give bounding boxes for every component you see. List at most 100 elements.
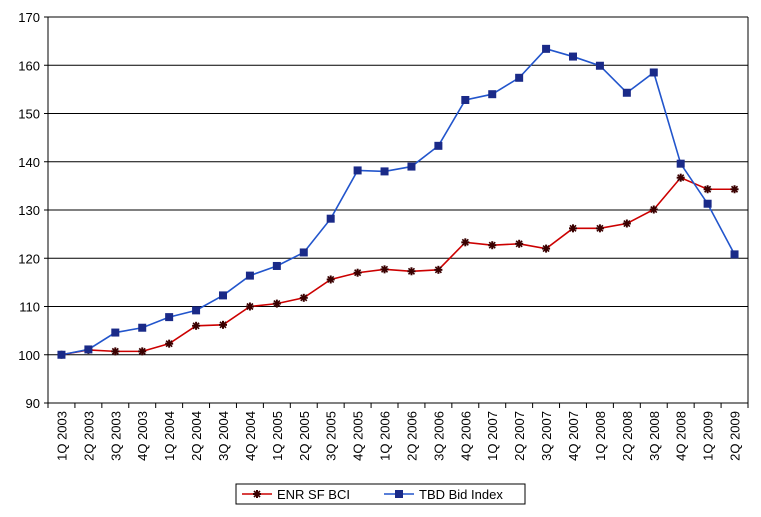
x-tick-label: 1Q 2008 bbox=[593, 411, 608, 461]
legend-marker-tbd-bid-index bbox=[395, 490, 403, 498]
y-tick-label: 140 bbox=[18, 155, 40, 170]
marker-stroke bbox=[380, 265, 389, 273]
marker-stroke bbox=[461, 238, 469, 246]
legend-label-tbd-bid-index: TBD Bid Index bbox=[419, 487, 503, 502]
data-point-enr-sf-bci bbox=[219, 320, 227, 329]
data-point-enr-sf-bci bbox=[272, 299, 281, 308]
data-point-enr-sf-bci bbox=[434, 265, 443, 274]
data-point-tbd-bid-index bbox=[245, 271, 254, 280]
marker-stroke bbox=[730, 185, 739, 193]
x-tick-label: 3Q 2004 bbox=[216, 411, 231, 461]
data-point-enr-sf-bci bbox=[192, 321, 201, 330]
data-point-enr-sf-bci bbox=[595, 224, 604, 233]
y-tick-label: 170 bbox=[18, 10, 40, 25]
x-tick-label: 4Q 2007 bbox=[566, 411, 581, 461]
data-point-enr-sf-bci bbox=[461, 238, 470, 247]
data-point-tbd-bid-index bbox=[461, 95, 470, 104]
marker-stroke bbox=[273, 300, 281, 308]
y-tick-label: 160 bbox=[18, 58, 40, 73]
legend-box bbox=[235, 483, 526, 505]
data-point-enr-sf-bci bbox=[245, 302, 254, 311]
y-tick-label: 150 bbox=[18, 107, 40, 122]
series-markers bbox=[57, 44, 739, 359]
x-tick-label: 4Q 2004 bbox=[243, 411, 258, 461]
x-tick-label: 4Q 2005 bbox=[351, 411, 366, 461]
marker-stroke bbox=[253, 490, 261, 498]
data-point-enr-sf-bci bbox=[569, 224, 577, 233]
data-point-enr-sf-bci bbox=[165, 339, 174, 348]
series-line-enr-sf-bci bbox=[61, 176, 735, 356]
marker-stroke bbox=[246, 302, 254, 311]
marker-stroke bbox=[569, 224, 577, 232]
data-point-enr-sf-bci bbox=[407, 267, 416, 276]
marker-stroke bbox=[327, 275, 335, 284]
marker-stroke bbox=[623, 219, 631, 228]
marker-stroke bbox=[219, 321, 227, 329]
x-tick-label: 3Q 2005 bbox=[324, 411, 339, 461]
data-point-tbd-bid-index bbox=[111, 328, 120, 337]
marker-stroke bbox=[300, 294, 308, 302]
x-axis-ticks: 1Q 2003 2Q 2003 3Q 2003 4Q 2003 1Q 2004 2Q 20… bbox=[47, 403, 749, 461]
data-point-tbd-bid-index bbox=[622, 88, 631, 97]
x-tick-label: 2Q 2005 bbox=[297, 411, 312, 461]
x-tick-label: 2Q 2003 bbox=[81, 411, 96, 461]
y-tick-label: 90 bbox=[26, 396, 40, 411]
x-tick-label: 2Q 2009 bbox=[728, 411, 743, 461]
x-tick-label: 3Q 2006 bbox=[431, 411, 446, 461]
data-point-enr-sf-bci bbox=[730, 185, 739, 194]
data-point-enr-sf-bci bbox=[353, 268, 362, 277]
data-point-tbd-bid-index bbox=[676, 159, 685, 168]
data-point-tbd-bid-index bbox=[649, 68, 658, 77]
marker-stroke bbox=[434, 266, 442, 274]
marker-stroke bbox=[596, 224, 604, 232]
marker-stroke bbox=[354, 269, 362, 277]
data-point-enr-sf-bci bbox=[676, 173, 685, 182]
marker-stroke bbox=[111, 347, 119, 355]
x-tick-label: 2Q 2007 bbox=[512, 411, 527, 461]
marker-stroke bbox=[192, 322, 200, 330]
data-point-enr-sf-bci bbox=[326, 275, 335, 284]
x-tick-label: 1Q 2009 bbox=[701, 411, 716, 461]
data-point-tbd-bid-index bbox=[569, 52, 577, 61]
y-tick-label: 120 bbox=[18, 251, 40, 266]
data-point-enr-sf-bci bbox=[111, 347, 120, 356]
data-point-enr-sf-bci bbox=[649, 205, 658, 214]
data-point-tbd-bid-index bbox=[272, 261, 281, 270]
x-tick-label: 3Q 2008 bbox=[647, 411, 662, 461]
x-tick-label: 2Q 2006 bbox=[404, 411, 419, 461]
data-point-tbd-bid-index bbox=[84, 345, 93, 354]
data-point-tbd-bid-index bbox=[595, 61, 604, 70]
y-tick-label: 110 bbox=[19, 300, 40, 315]
data-point-enr-sf-bci bbox=[380, 265, 389, 274]
legend-label-enr-sf-bci: ENR SF BCI bbox=[277, 487, 350, 502]
data-point-tbd-bid-index bbox=[219, 291, 227, 300]
marker-stroke bbox=[677, 174, 685, 182]
x-tick-label: 1Q 2003 bbox=[54, 411, 69, 461]
data-point-enr-sf-bci bbox=[622, 219, 631, 228]
y-axis-ticks: 90 100 110 120 130 140 150 160 170 bbox=[18, 10, 48, 411]
x-tick-label: 1Q 2007 bbox=[485, 411, 500, 461]
marker-stroke bbox=[650, 205, 658, 214]
data-point-enr-sf-bci bbox=[515, 239, 524, 248]
y-tick-label: 130 bbox=[18, 203, 40, 218]
gridlines bbox=[47, 16, 749, 404]
marker-stroke bbox=[165, 340, 173, 348]
series-lines bbox=[61, 47, 736, 356]
data-point-tbd-bid-index bbox=[138, 323, 147, 332]
data-point-tbd-bid-index bbox=[703, 199, 712, 208]
data-point-tbd-bid-index bbox=[165, 313, 174, 322]
x-tick-label: 3Q 2003 bbox=[108, 411, 123, 461]
x-tick-label: 4Q 2003 bbox=[135, 411, 150, 461]
data-point-tbd-bid-index bbox=[192, 306, 201, 315]
data-point-tbd-bid-index bbox=[488, 90, 497, 99]
x-tick-label: 4Q 2006 bbox=[458, 411, 473, 461]
marker-stroke bbox=[704, 185, 712, 193]
x-tick-label: 4Q 2008 bbox=[674, 411, 689, 461]
data-point-enr-sf-bci bbox=[299, 293, 308, 302]
marker-stroke bbox=[407, 267, 416, 275]
x-tick-label: 3Q 2007 bbox=[539, 411, 554, 461]
x-tick-label: 1Q 2005 bbox=[270, 411, 285, 461]
data-point-tbd-bid-index bbox=[57, 350, 66, 359]
marker-stroke bbox=[488, 241, 496, 249]
marker-stroke bbox=[542, 245, 550, 253]
